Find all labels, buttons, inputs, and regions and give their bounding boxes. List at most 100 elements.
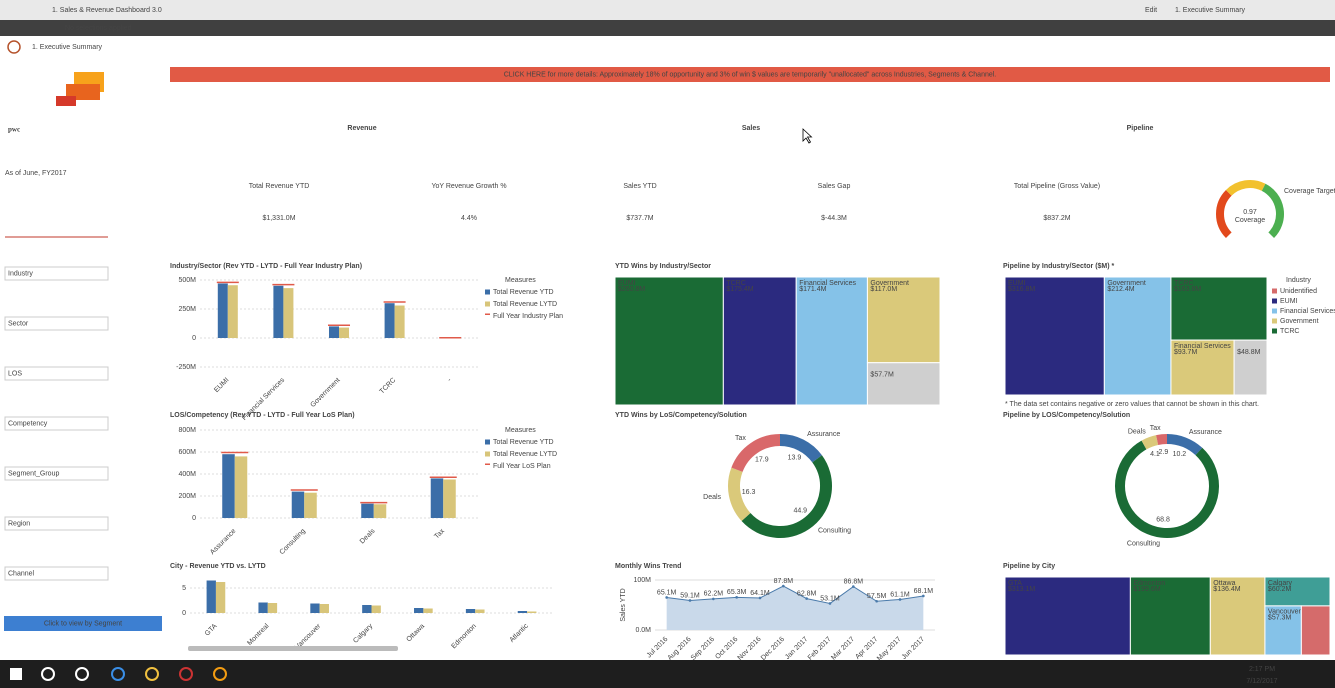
segment-button[interactable] (4, 616, 162, 631)
point (665, 596, 668, 599)
chart-title: Pipeline by City (1003, 563, 1055, 570)
x-tick-label: Atlantic (509, 622, 531, 644)
x-tick-label: Jan 2017 (784, 636, 809, 661)
tile-value: $199.6M (1133, 586, 1160, 593)
point-label: 65.1M (657, 589, 677, 596)
x-tick-label: Consulting (279, 528, 307, 556)
tile-label: Ottawa (1213, 580, 1235, 587)
segment-label: Consulting (1127, 540, 1160, 547)
tile-value: $171.4M (799, 286, 826, 293)
x-tick-label: GTA (204, 623, 219, 638)
bar (234, 456, 248, 518)
tile (1233, 339, 1268, 396)
toolbar (0, 0, 1335, 20)
bar (423, 608, 433, 613)
taskbar-icon[interactable] (145, 667, 159, 681)
y-tick-label: 0 (192, 335, 196, 342)
point (875, 599, 878, 603)
filter-label[interactable]: Sector (8, 320, 29, 327)
filter-label[interactable]: Industry (8, 270, 33, 277)
edit-button[interactable]: Edit (1145, 7, 1157, 14)
banner[interactable] (170, 67, 1330, 82)
bar (310, 603, 320, 613)
sheet-title: 1. Executive Summary (32, 44, 103, 51)
tile-label: EUMI (1008, 280, 1026, 287)
filter-box[interactable] (4, 266, 109, 281)
cursor (802, 128, 813, 144)
taskbar-icon[interactable] (41, 667, 55, 681)
filter-box[interactable] (4, 416, 109, 431)
gauge-band (1225, 180, 1266, 196)
chart-note: * The data set contains negative or zero… (1005, 401, 1259, 408)
bar (217, 283, 228, 338)
segment-button-label[interactable]: Click to view by Segment (44, 620, 122, 627)
point-label: 65.3M (727, 589, 747, 596)
filter-label[interactable]: LOS (8, 370, 22, 377)
segment-value: 16.3 (742, 489, 756, 496)
start-button[interactable] (10, 668, 22, 680)
kpi-value: $-44.3M (821, 215, 847, 222)
point (758, 596, 762, 600)
filter-label[interactable]: Region (8, 520, 30, 527)
filter-label[interactable]: Competency (8, 420, 48, 427)
taskbar-icon[interactable] (179, 667, 193, 681)
filter-label[interactable]: Channel (8, 570, 35, 577)
donut-segment (731, 434, 781, 473)
y-tick-label: 400M (178, 471, 196, 478)
filter-box[interactable] (4, 366, 109, 381)
clock-time: 2:17 PM (1249, 666, 1275, 673)
logo-shape (56, 96, 76, 106)
tile-label: TCRC (1174, 280, 1193, 287)
segment-value: 17.9 (755, 457, 769, 464)
tile-value: $313.1M (1008, 586, 1035, 593)
filter-box[interactable] (4, 466, 109, 481)
legend-label: TCRC (1280, 328, 1299, 335)
legend-swatch (1272, 288, 1277, 294)
gauge-band (1216, 189, 1232, 239)
bar (304, 492, 317, 518)
gauge-value: 0.97 (1243, 209, 1257, 216)
x-tick-label: Nov 2016 (737, 636, 763, 662)
sheet-selector[interactable]: 1. Executive Summary (1175, 7, 1246, 14)
filter-box[interactable] (4, 516, 109, 531)
point (688, 599, 692, 602)
kpi-value: $737.7M (626, 215, 653, 222)
bar (361, 503, 374, 518)
segment-label: Assurance (1189, 429, 1222, 436)
legend-label: Full Year LoS Plan (493, 463, 551, 470)
bar (362, 605, 372, 613)
gauge-band (1261, 183, 1284, 239)
tile-value: $93.7M (1174, 349, 1198, 356)
kpi-label: Sales YTD (623, 183, 656, 190)
point (922, 594, 925, 598)
taskbar-icon[interactable] (75, 667, 89, 681)
logo: pwc (8, 126, 20, 134)
taskbar-icon[interactable] (111, 667, 125, 681)
taskbar (0, 660, 1335, 688)
point-label: 62.8M (797, 590, 817, 597)
bar (430, 478, 444, 518)
banner-text[interactable]: CLICK HERE for more details: Approximate… (504, 71, 997, 78)
x-tick-label: EUMI (213, 377, 230, 394)
legend-label: Total Revenue YTD (493, 289, 554, 296)
point-label: 62.2M (704, 591, 724, 598)
y-tick-label: 5 (182, 585, 186, 592)
point (782, 584, 785, 588)
segment-label: Deals (703, 494, 721, 501)
chart-title: City - Revenue YTD vs. LYTD (170, 563, 266, 570)
filter-box[interactable] (4, 566, 109, 581)
filter-label[interactable]: Segment_Group (8, 470, 59, 477)
y-tick-label: 0 (192, 515, 196, 522)
taskbar-icon[interactable] (213, 667, 227, 681)
as-of: As of June, FY2017 (5, 170, 67, 177)
chart-title: YTD Wins by LoS/Competency/Solution (615, 412, 747, 419)
x-tick-label: May 2017 (876, 636, 903, 663)
point (805, 597, 808, 600)
kpi-value: $837.2M (1043, 215, 1070, 222)
x-tick-label: TCRC (379, 377, 398, 396)
chart-title: Pipeline by LOS/Competency/Solution (1003, 412, 1130, 419)
legend-swatch (1272, 298, 1277, 304)
x-tick-label: Sep 2016 (690, 636, 716, 662)
filter-box[interactable] (4, 316, 109, 331)
tile-label: Government (1107, 280, 1146, 287)
